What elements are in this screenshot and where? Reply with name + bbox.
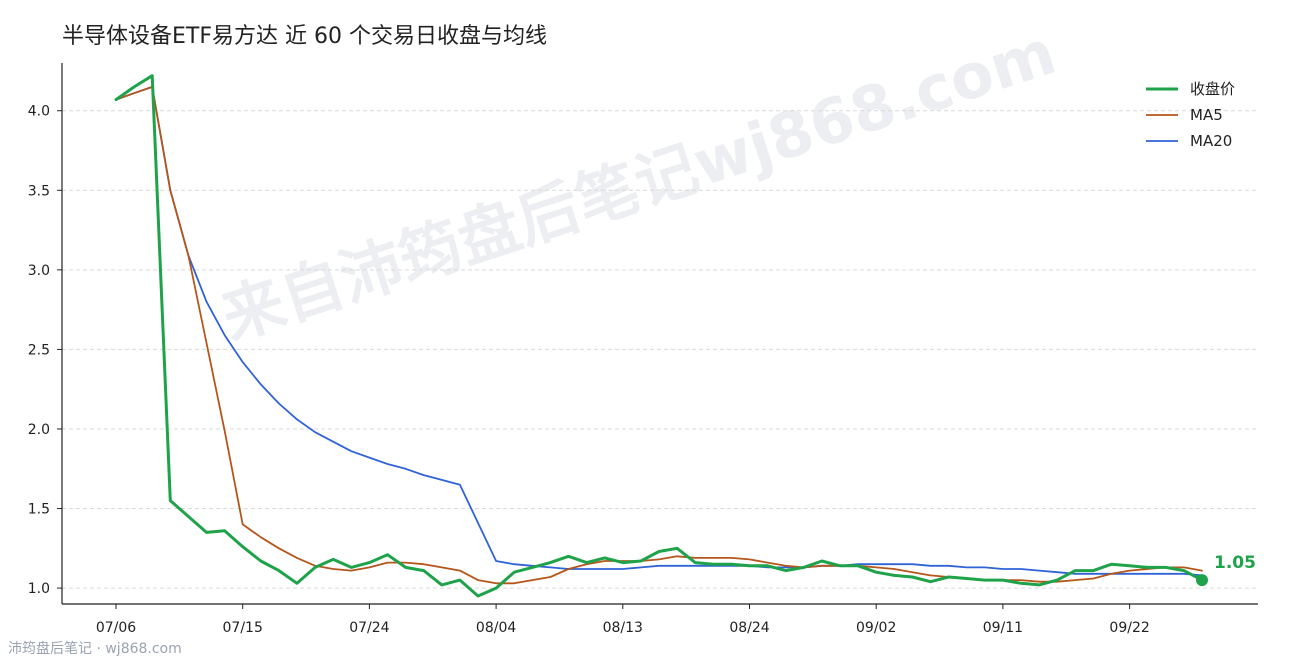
x-tick-label: 08/13	[603, 620, 643, 636]
axes: 1.0 1.5 2.0 2.5 3.0 3.5 4.0 07/06 07/15 07/24 08/0…	[28, 63, 1258, 636]
series-line-ma20	[115, 86, 1203, 577]
chart-title: 半导体设备ETF易方达 近 60 个交易日收盘与均线	[62, 24, 547, 49]
y-tick-label: 1.5	[28, 502, 50, 518]
x-tick-label: 09/11	[983, 620, 1023, 636]
x-tick-label: 08/04	[476, 620, 516, 636]
x-tick-label: 07/24	[349, 620, 389, 636]
watermark: 来自沛筠盘后笔记wj868.com	[213, 15, 1064, 354]
series-line-ma5	[115, 86, 1203, 585]
y-tick-label: 4.0	[28, 104, 50, 120]
y-tick-label: 3.0	[28, 263, 50, 279]
x-tick-label: 07/15	[223, 620, 263, 636]
legend-label-ma20: MA20	[1190, 132, 1232, 150]
legend-label-close: 收盘价	[1190, 80, 1235, 98]
last-close-point	[1196, 574, 1208, 587]
x-tick-label: 09/22	[1109, 620, 1149, 636]
x-tick-label: 09/02	[856, 620, 896, 636]
series-lines: 1.05	[114, 74, 1256, 598]
y-tick-label: 2.5	[28, 342, 50, 358]
y-tick-label: 1.0	[28, 581, 50, 597]
last-close-label: 1.05	[1214, 553, 1256, 573]
y-tick-label: 3.5	[28, 183, 50, 199]
x-tick-label: 08/24	[729, 620, 769, 636]
series-line-close	[114, 74, 1204, 598]
watermark-text: 来自沛筠盘后笔记wj868.com	[213, 15, 1064, 354]
y-tick-label: 2.0	[28, 422, 50, 438]
grid	[62, 110, 1258, 589]
footer-credit: 沛筠盘后笔记 · wj868.com	[8, 641, 182, 657]
legend: 收盘价 MA5 MA20	[1146, 80, 1235, 150]
x-tick-label: 07/06	[96, 620, 136, 636]
legend-label-ma5: MA5	[1190, 106, 1223, 124]
